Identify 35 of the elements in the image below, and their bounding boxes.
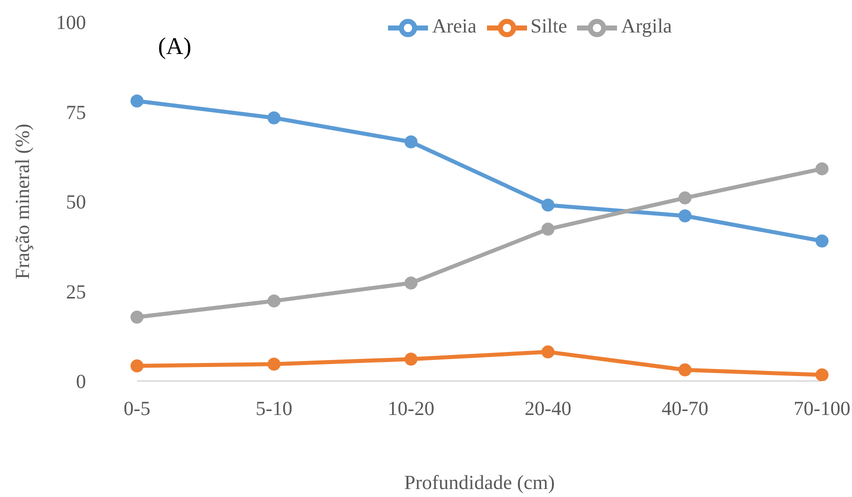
point — [268, 358, 280, 371]
point — [268, 111, 280, 124]
point — [678, 191, 692, 204]
x-tick-label: 20-40 — [524, 398, 572, 420]
y-tick-label: 100 — [56, 12, 86, 34]
point — [404, 276, 418, 290]
point — [678, 363, 692, 376]
point — [130, 359, 144, 372]
point — [542, 345, 554, 358]
y-tick-label: 50 — [66, 192, 86, 214]
x-tick-label: 0-5 — [124, 398, 150, 420]
point — [678, 209, 692, 222]
x-tick-label: 5-10 — [256, 398, 292, 420]
x-tick-label: 70-100 — [794, 398, 850, 420]
point — [268, 294, 280, 308]
x-tick-label: 40-70 — [662, 398, 708, 420]
point — [130, 310, 144, 324]
x-tick-label: 10-20 — [388, 398, 434, 420]
legend-label: Argila — [621, 16, 672, 38]
y-axis-title: Fração mineral (%) — [12, 124, 34, 280]
y-tick-label: 0 — [76, 371, 86, 394]
point — [816, 162, 828, 176]
point — [404, 135, 418, 148]
point — [404, 352, 418, 366]
point — [130, 94, 144, 108]
point — [816, 234, 828, 248]
x-axis-title: Profundidade (cm) — [404, 472, 555, 494]
y-tick-label: 25 — [66, 281, 86, 304]
legend-label: Areia — [432, 16, 476, 38]
point — [542, 222, 554, 236]
y-tick-label: 75 — [66, 102, 86, 124]
point — [542, 198, 554, 212]
legend-label: Silte — [530, 16, 568, 38]
point — [816, 368, 828, 381]
annotation: (A) — [158, 34, 192, 61]
